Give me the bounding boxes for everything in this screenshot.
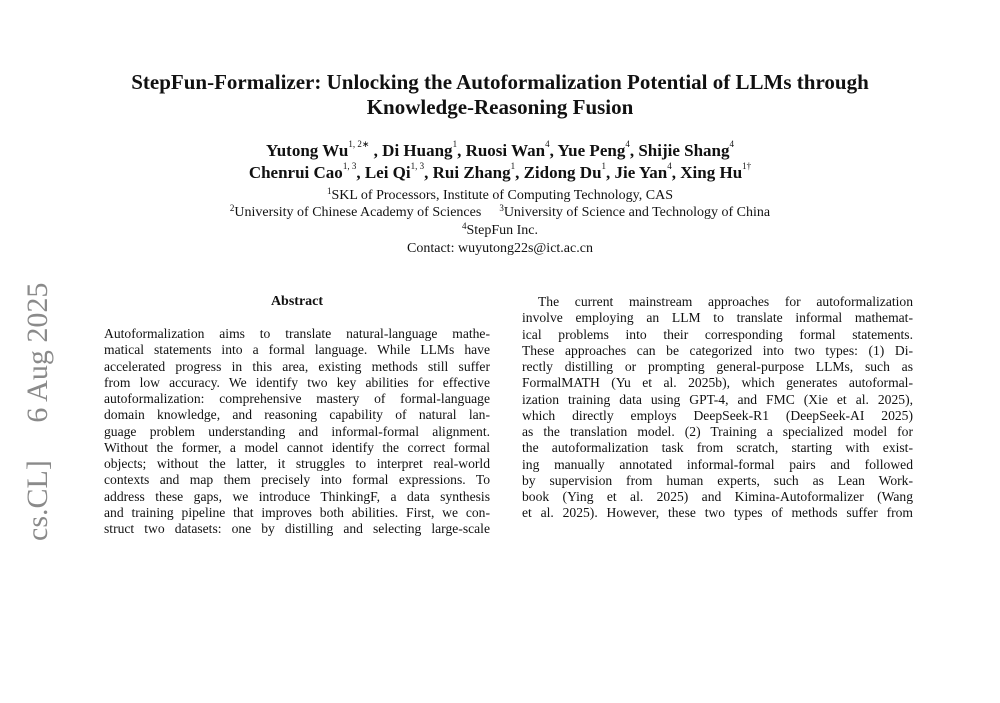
text-line: FormalMATH (Yu et al. 2025b), which gene…: [522, 375, 913, 391]
author-affiliation-mark: 1, 3: [342, 161, 357, 171]
author: Yutong Wu: [265, 141, 349, 160]
affiliation-1: 1SKL of Processors, Institute of Computi…: [0, 186, 1000, 204]
author-affiliation-mark: 1: [510, 161, 516, 171]
affiliation-text: University of Science and Technology of …: [503, 205, 771, 220]
text-line: as the translation model. (2) Training a…: [522, 424, 913, 439]
author-affiliation-mark: 1: [452, 139, 458, 149]
author: , Xing Hu: [671, 163, 743, 182]
author-affiliation-mark: 1, 3: [410, 161, 425, 171]
text-line: ical problems into their corresponding f…: [522, 326, 913, 342]
text-line: address these gaps, we introduce Thinkin…: [104, 488, 490, 504]
author-line-1: Yutong Wu1, 2∗ , Di Huang1, Ruosi Wan4, …: [0, 139, 1000, 161]
text-line: which directly employs DeepSeek-R1 (Deep…: [522, 407, 913, 423]
affiliation-4: 4StepFun Inc.: [0, 221, 1000, 239]
text-line: ing manually annotated informal-formal p…: [522, 456, 913, 472]
text-line: objects; without the latter, it struggle…: [104, 456, 490, 471]
author-affiliation-mark: 4: [667, 161, 672, 171]
text-line: ization training data using GPT-4, and F…: [522, 391, 913, 407]
author-affiliation-mark: 4: [625, 139, 630, 149]
contact-email: Contact: wuyutong22s@ict.ac.cn: [407, 241, 593, 256]
author: , Di Huang: [369, 141, 453, 160]
introduction-body: The current mainstream approaches for au…: [522, 294, 913, 522]
affiliation-mark: 4: [461, 221, 467, 231]
affiliation-mark: 2: [229, 203, 235, 213]
affiliation-mark: 1: [327, 186, 332, 196]
affiliation-text: University of Chinese Academy of Science…: [234, 205, 482, 220]
text-line: Without the former, a model cannot ident…: [104, 439, 490, 455]
affiliation-mark: 3: [499, 203, 504, 213]
author: Chenrui Cao: [248, 163, 343, 182]
author: , Jie Yan: [606, 163, 668, 182]
text-line: and training pipeline that improves both…: [104, 504, 490, 520]
author: , Zidong Du: [515, 163, 602, 182]
author: , Ruosi Wan: [457, 141, 546, 160]
text-line: rectly distilling or prompting general-p…: [522, 359, 913, 374]
text-line: contexts and map them precisely into for…: [104, 472, 490, 488]
affiliation-text: StepFun Inc.: [466, 223, 539, 238]
text-line: by supervision from human experts, such …: [522, 472, 913, 488]
paper-title-line-1: StepFun-Formalizer: Unlocking the Autofo…: [131, 70, 869, 94]
author-affiliation-mark: 1: [601, 161, 607, 171]
author-affiliation-mark: 4: [729, 139, 735, 149]
text-line: the autoformalization task from scratch,…: [522, 440, 913, 456]
author-affiliation-mark: 1†: [742, 161, 752, 171]
author-affiliation-mark: 4: [545, 139, 550, 149]
affiliation-text: SKL of Processors, Institute of Computin…: [331, 188, 674, 203]
author-affiliation-mark: 1, 2∗: [348, 139, 370, 149]
author-line-2: Chenrui Cao1, 3, Lei Qi1, 3, Rui Zhang1,…: [0, 161, 1000, 183]
author: , Lei Qi: [356, 163, 411, 182]
author: , Shijie Shang: [629, 141, 730, 160]
text-line: involve employing an LLM to translate in…: [522, 310, 913, 326]
text-line: et al. 2025). However, these two types o…: [522, 505, 913, 521]
text-line: domain knowledge, and reasoning capabili…: [104, 407, 490, 423]
author: , Rui Zhang: [424, 163, 511, 182]
arxiv-stamp: cs.CL] 6 Aug 2025: [21, 283, 54, 542]
author: , Yue Peng: [549, 141, 626, 160]
text-line: book (Ying et al. 2025) and Kimina-Autof…: [522, 489, 913, 504]
text-line: Autoformalization aims to translate natu…: [104, 326, 490, 341]
affiliation-2-3: 2University of Chinese Academy of Scienc…: [0, 203, 1000, 221]
text-line: from low accuracy. We identify two key a…: [104, 374, 490, 390]
text-line: autoformalization: comprehensive mastery…: [104, 391, 490, 406]
abstract-body: Autoformalization aims to translate natu…: [104, 326, 490, 537]
text-line: accelerated progress in this area, exist…: [104, 358, 490, 374]
text-line: struct two datasets: one by distilling a…: [104, 521, 490, 536]
text-line: The current mainstream approaches for au…: [538, 294, 913, 309]
abstract-heading: Abstract: [270, 294, 324, 309]
text-line: guage problem understanding and informal…: [104, 423, 490, 439]
text-line: matical statements into a formal languag…: [104, 342, 490, 358]
text-line: These approaches can be categorized into…: [522, 342, 913, 358]
paper-title-line-2: Knowledge-Reasoning Fusion: [366, 95, 634, 119]
